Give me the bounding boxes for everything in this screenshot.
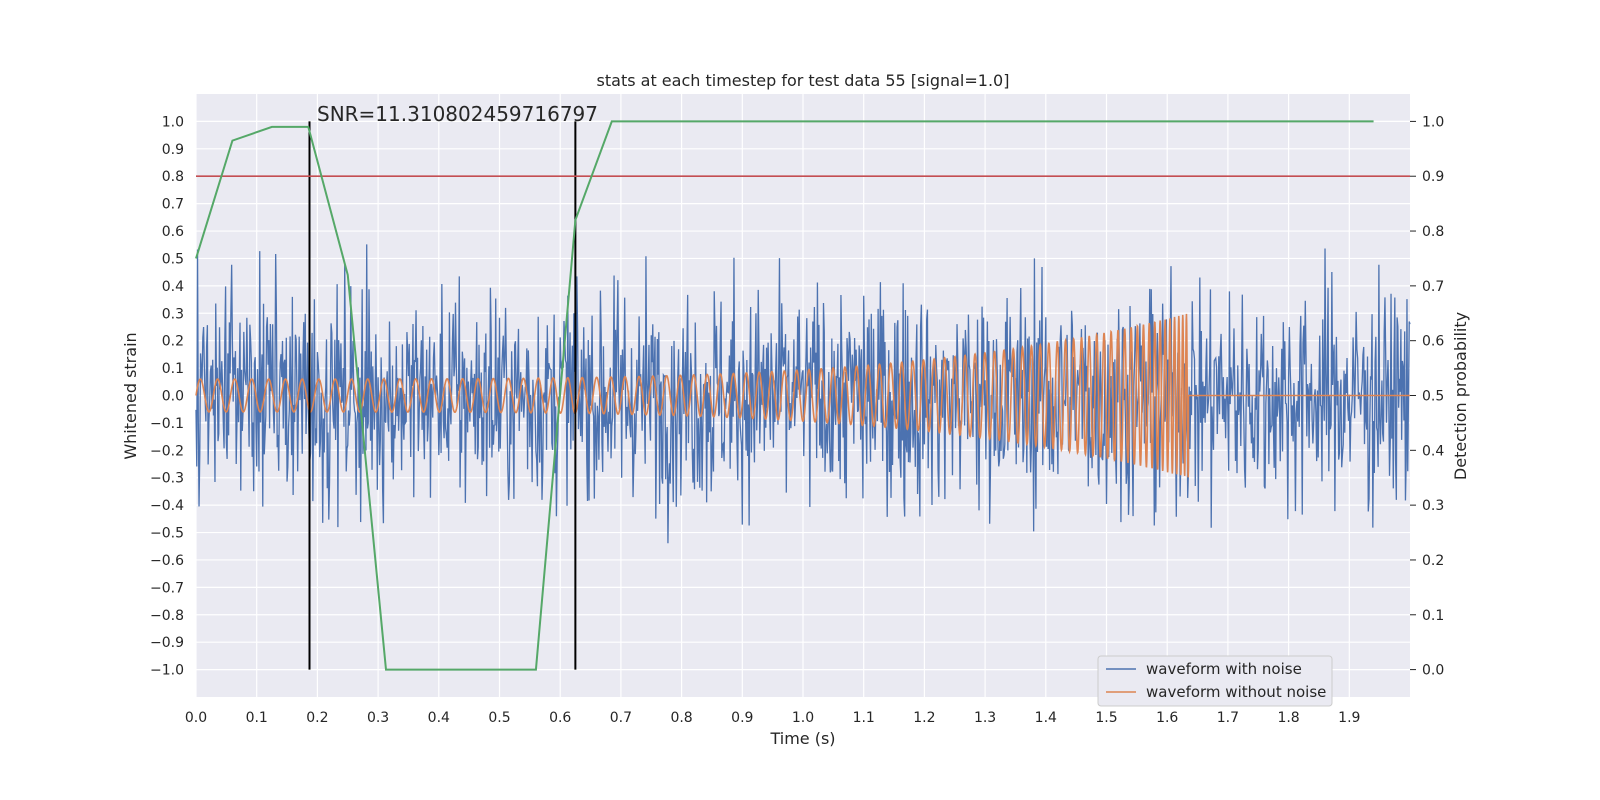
y2-tick-label: 0.1 <box>1422 608 1444 624</box>
y-tick-label: −0.6 <box>150 553 184 569</box>
y-tick-label: −0.1 <box>150 416 184 432</box>
legend-label-waveform-with-noise: waveform with noise <box>1146 660 1302 678</box>
y-tick-label: −0.5 <box>150 526 184 542</box>
y-tick-label: −1.0 <box>150 663 184 679</box>
x-tick-label: 1.9 <box>1338 710 1360 726</box>
x-tick-label: 0.1 <box>246 710 268 726</box>
x-tick-label: 0.2 <box>306 710 328 726</box>
x-tick-label: 1.5 <box>1095 710 1117 726</box>
y2-tick-label: 0.3 <box>1422 498 1444 514</box>
y-tick-label: 0.1 <box>162 361 184 377</box>
y-tick-label: −0.7 <box>150 580 184 596</box>
x-tick-label: 1.3 <box>974 710 996 726</box>
y2-tick-label: 0.7 <box>1422 279 1444 295</box>
y2-axis-label: Detection probability <box>1451 312 1470 480</box>
x-tick-label: 1.2 <box>913 710 935 726</box>
x-axis-label: Time (s) <box>769 729 835 748</box>
y-tick-label: −0.2 <box>150 443 184 459</box>
y2-tick-label: 0.9 <box>1422 169 1444 185</box>
series-waveform-with-noise <box>195 244 1411 544</box>
y2-tick-label: 0.8 <box>1422 224 1444 240</box>
y2-tick-label: 0.6 <box>1422 334 1444 350</box>
x-tick-label: 1.8 <box>1277 710 1299 726</box>
legend-label-waveform-without-noise: waveform without noise <box>1146 683 1326 701</box>
y2-tick-label: 0.5 <box>1422 389 1444 405</box>
x-tick-label: 0.8 <box>670 710 692 726</box>
legend-box <box>1097 655 1333 707</box>
x-tick-label: 1.4 <box>1035 710 1057 726</box>
x-tick-label: 1.6 <box>1156 710 1178 726</box>
y-tick-label: 0.6 <box>162 224 184 240</box>
y-tick-label: 0.3 <box>162 306 184 322</box>
y-tick-label: 0.8 <box>162 169 184 185</box>
y-tick-label: 0.7 <box>162 197 184 213</box>
y-tick-label: −0.8 <box>150 608 184 624</box>
legend: waveform with noise waveform without noi… <box>1097 655 1333 707</box>
x-tick-label: 0.6 <box>549 710 571 726</box>
y-tick-label: 0.4 <box>162 279 184 295</box>
y2-tick-label: 1.0 <box>1422 114 1444 130</box>
y2-tick-label: 0.2 <box>1422 553 1444 569</box>
y-axis-left: 1.0 0.9 0.8 0.7 0.6 0.5 0.4 0.3 0.2 0.1 0.0 −0.1 −0.… <box>150 114 184 678</box>
x-tick-label: 1.0 <box>792 710 814 726</box>
x-tick-label: 0.3 <box>367 710 389 726</box>
x-tick-label: 0.4 <box>428 710 450 726</box>
y-tick-label: −0.9 <box>150 635 184 651</box>
x-axis: 0.0 0.1 0.2 0.3 0.4 0.5 0.6 0.7 0.8 0.9 1.0 1.1 1.2 1… <box>185 710 1361 726</box>
y-axis-right: 1.0 0.9 0.8 0.7 0.6 0.5 0.4 0.3 0.2 0.1 0.0 <box>1410 114 1444 679</box>
y-tick-label: 0.5 <box>162 251 184 267</box>
probability-line <box>195 120 1374 671</box>
noise-line <box>195 244 1411 544</box>
x-tick-label: 0.9 <box>731 710 753 726</box>
y-tick-label: 0.2 <box>162 334 184 350</box>
x-tick-label: 0.7 <box>610 710 632 726</box>
snr-annotation: SNR=11.310802459716797 <box>317 102 598 126</box>
x-tick-label: 1.1 <box>853 710 875 726</box>
y-tick-label: −0.4 <box>150 498 184 514</box>
y-tick-label: −0.3 <box>150 471 184 487</box>
event-markers <box>308 121 577 670</box>
x-tick-label: 0.5 <box>488 710 510 726</box>
series-detection-probability <box>195 120 1374 671</box>
x-tick-label: 1.7 <box>1217 710 1239 726</box>
y2-tick-label: 0.4 <box>1422 443 1444 459</box>
y-tick-label: 1.0 <box>162 114 184 130</box>
y-tick-label: 0.0 <box>162 389 184 405</box>
y-tick-label: 0.9 <box>162 142 184 158</box>
chart-title: stats at each timestep for test data 55 … <box>597 71 1010 90</box>
y2-tick-label: 0.0 <box>1422 663 1444 679</box>
y-axis-label: Whitened strain <box>121 332 140 459</box>
x-tick-label: 0.0 <box>185 710 207 726</box>
